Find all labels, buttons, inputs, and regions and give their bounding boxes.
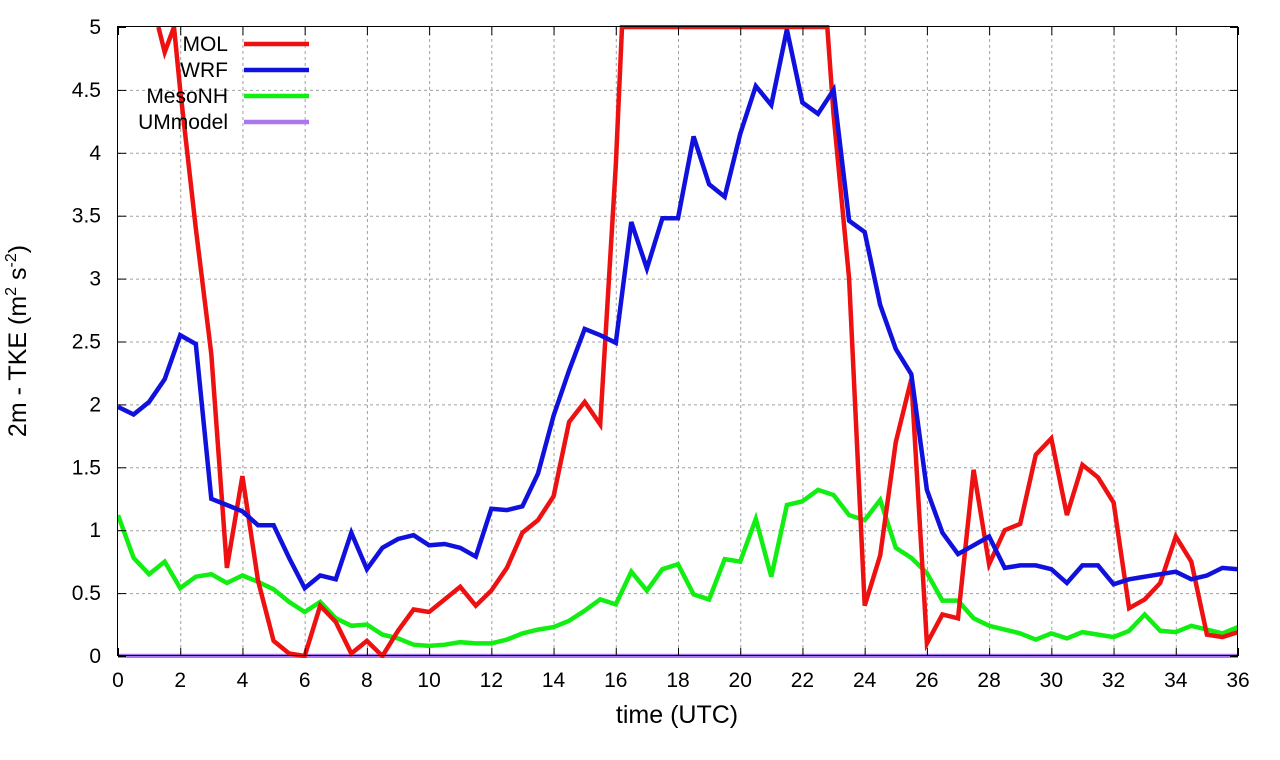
y-tick-label: 3.5 [72,205,101,228]
y-tick-label: 2.5 [72,331,101,354]
x-tick-label: 18 [666,669,689,692]
x-tick-label: 28 [977,669,1000,692]
y-tick-label: 0.5 [72,582,101,605]
legend-label-wrf: WRF [180,59,228,82]
x-tick-label: 26 [915,669,938,692]
plot-frame [117,26,1238,656]
y-tick-label: 0 [89,645,101,668]
series-line-mol [156,25,1238,658]
legend-label-ummodel: UMmodel [138,111,228,134]
x-tick-label: 8 [361,669,373,692]
legend-label-mol: MOL [182,33,228,56]
x-tick-label: 4 [237,669,249,692]
x-tick-label: 10 [417,669,440,692]
x-tick-label: 34 [1164,669,1188,692]
x-tick-label: 6 [299,669,311,692]
y-tick-label: 4 [89,142,101,165]
y-tick-label: 4.5 [72,79,101,102]
series-line-wrf [118,29,1238,592]
y-axis-title-mid: s [4,267,32,286]
y-tick-label: 2 [89,393,101,416]
x-tick-label: 24 [853,669,877,692]
x-tick-label: 12 [480,669,503,692]
y-axis-title-end: ) [4,245,32,253]
x-axis-title: time (UTC) [616,701,738,729]
x-tick-label: 2 [174,669,186,692]
axis-ticks: 0 2 4 6 8 10 12 14 16 18 20 22 24 26 28 30 32 34 3600.511.… [72,16,1250,692]
y-axis-title-sup2: -2 [3,253,20,267]
y-tick-label: 1 [89,519,101,542]
x-tick-label: 20 [729,669,752,692]
x-tick-label: 16 [604,669,627,692]
y-tick-label: 3 [89,268,101,291]
y-axis-title-sup1: 2 [3,287,20,296]
legend-label-mesonh: MesoNH [146,85,228,108]
y-tick-label: 1.5 [72,456,101,479]
legend: MOL WRF MesoNH UMmodel [138,33,309,134]
y-tick-label: 5 [89,16,101,39]
y-axis-title: 2m - TKE (m2 s-2) [3,245,32,437]
x-tick-label: 0 [112,669,124,692]
x-tick-label: 22 [791,669,814,692]
x-tick-label: 14 [542,669,566,692]
y-axis-title-main: 2m - TKE (m [4,296,32,437]
x-tick-label: 32 [1102,669,1125,692]
series-line-mesonh [118,487,1238,649]
x-tick-label: 36 [1226,669,1249,692]
x-tick-label: 30 [1040,669,1063,692]
